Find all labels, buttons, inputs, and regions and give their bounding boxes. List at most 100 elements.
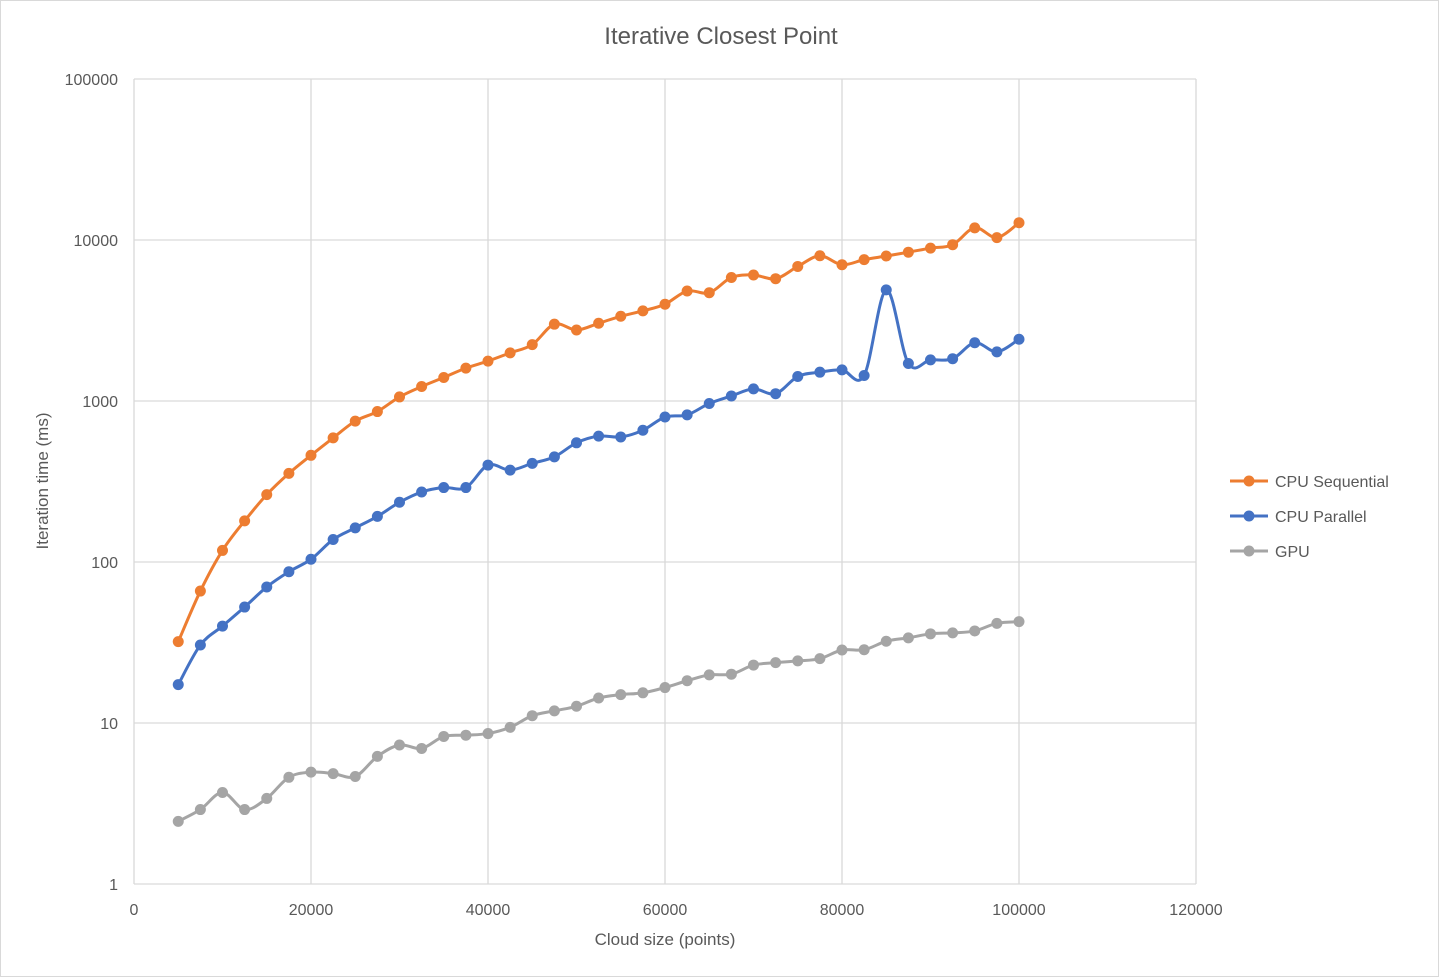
data-point-cpu-parallel [261,581,273,593]
data-point-gpu [526,710,538,722]
data-point-cpu-sequential [482,355,494,367]
series-line-gpu [177,620,1020,823]
data-point-gpu [283,771,295,783]
data-point-cpu-sequential [194,585,206,597]
data-point-cpu-parallel [836,364,848,376]
data-point-gpu [239,804,251,816]
series-line-cpu-parallel [176,288,1020,686]
data-point-gpu [548,705,560,717]
data-point-cpu-sequential [371,406,383,418]
data-point-cpu-parallel [1013,333,1025,345]
y-tick-label: 10000 [74,233,119,250]
data-point-gpu [814,653,826,665]
data-point-cpu-sequential [880,250,892,262]
data-point-cpu-parallel [748,383,759,395]
data-point-cpu-parallel [394,496,405,508]
data-point-cpu-sequential [460,362,472,374]
data-point-gpu [969,625,981,637]
y-tick-label: 100000 [65,72,118,89]
data-point-cpu-sequential [792,260,804,272]
data-point-cpu-parallel [217,620,228,632]
data-point-gpu [460,729,472,741]
data-point-gpu [305,766,317,778]
data-point-cpu-parallel [460,482,472,494]
data-point-gpu [371,750,383,762]
data-point-cpu-parallel [482,459,494,471]
data-point-gpu [593,692,605,704]
x-tick-label: 100000 [992,902,1045,919]
series-layer [172,217,1025,827]
data-point-cpu-sequential [615,310,627,322]
data-point-gpu [394,739,405,751]
data-point-cpu-parallel [172,679,184,691]
data-point-cpu-parallel [858,370,870,381]
data-point-cpu-sequential [902,246,914,258]
data-point-cpu-sequential [991,232,1003,244]
data-point-cpu-parallel [349,522,361,534]
data-point-cpu-parallel [947,353,959,365]
data-point-cpu-sequential [349,415,361,427]
data-point-cpu-sequential [327,432,339,444]
data-point-cpu-parallel [283,566,295,578]
legend-swatch-marker [1243,510,1255,522]
data-point-cpu-sequential [659,298,671,310]
data-point-gpu [482,728,494,740]
y-axis-title: Iteration time (ms) [33,413,52,550]
data-point-cpu-parallel [548,451,560,463]
data-point-cpu-parallel [681,409,693,421]
legend-item-cpu-sequential: CPU Sequential [1230,474,1389,491]
data-point-cpu-sequential [748,269,759,281]
data-point-cpu-sequential [836,259,848,271]
data-point-gpu [438,730,450,742]
data-point-cpu-parallel [194,639,206,651]
legend-swatch-marker [1243,545,1255,557]
chart-title: Iterative Closest Point [604,23,838,50]
data-point-gpu [217,787,228,799]
data-point-gpu [637,687,649,699]
x-tick-label: 40000 [466,902,511,919]
legend-swatch-marker [1243,475,1255,487]
series-gpu [172,616,1025,827]
data-point-cpu-parallel [814,366,826,378]
data-point-cpu-sequential [770,273,782,285]
data-point-cpu-sequential [814,250,826,262]
data-point-gpu [349,771,361,783]
data-point-cpu-parallel [969,337,981,349]
data-point-cpu-sequential [283,467,295,479]
data-point-gpu [725,668,737,680]
gridlines [133,78,1197,885]
data-point-gpu [261,792,273,804]
legend-item-cpu-parallel: CPU Parallel [1230,509,1367,526]
data-point-cpu-parallel [792,370,804,382]
data-point-gpu [659,682,671,694]
data-point-cpu-parallel [725,390,737,402]
data-point-gpu [416,742,428,754]
data-point-gpu [858,644,870,656]
data-point-cpu-parallel [991,346,1003,358]
data-point-gpu [770,657,782,669]
x-tick-label: 60000 [643,902,688,919]
data-point-cpu-sequential [217,544,228,556]
y-tick-label: 10 [100,716,118,733]
data-point-gpu [571,700,582,712]
data-point-gpu [880,635,892,647]
data-point-cpu-sequential [416,381,428,393]
data-point-cpu-parallel [327,533,339,545]
data-point-gpu [902,632,914,644]
data-point-cpu-parallel [902,357,914,369]
data-point-cpu-parallel [593,430,605,442]
data-point-cpu-sequential [925,242,936,254]
data-point-cpu-parallel [637,424,649,436]
data-point-cpu-sequential [681,285,693,297]
data-point-gpu [836,644,848,656]
data-point-cpu-parallel [239,601,251,613]
data-point-cpu-sequential [438,371,450,383]
data-point-cpu-parallel [880,284,892,296]
data-point-cpu-sequential [305,449,317,461]
data-point-cpu-parallel [703,397,715,409]
data-point-cpu-parallel [659,411,671,423]
data-point-cpu-parallel [615,431,627,443]
data-point-gpu [1013,616,1025,628]
data-point-gpu [792,655,804,667]
